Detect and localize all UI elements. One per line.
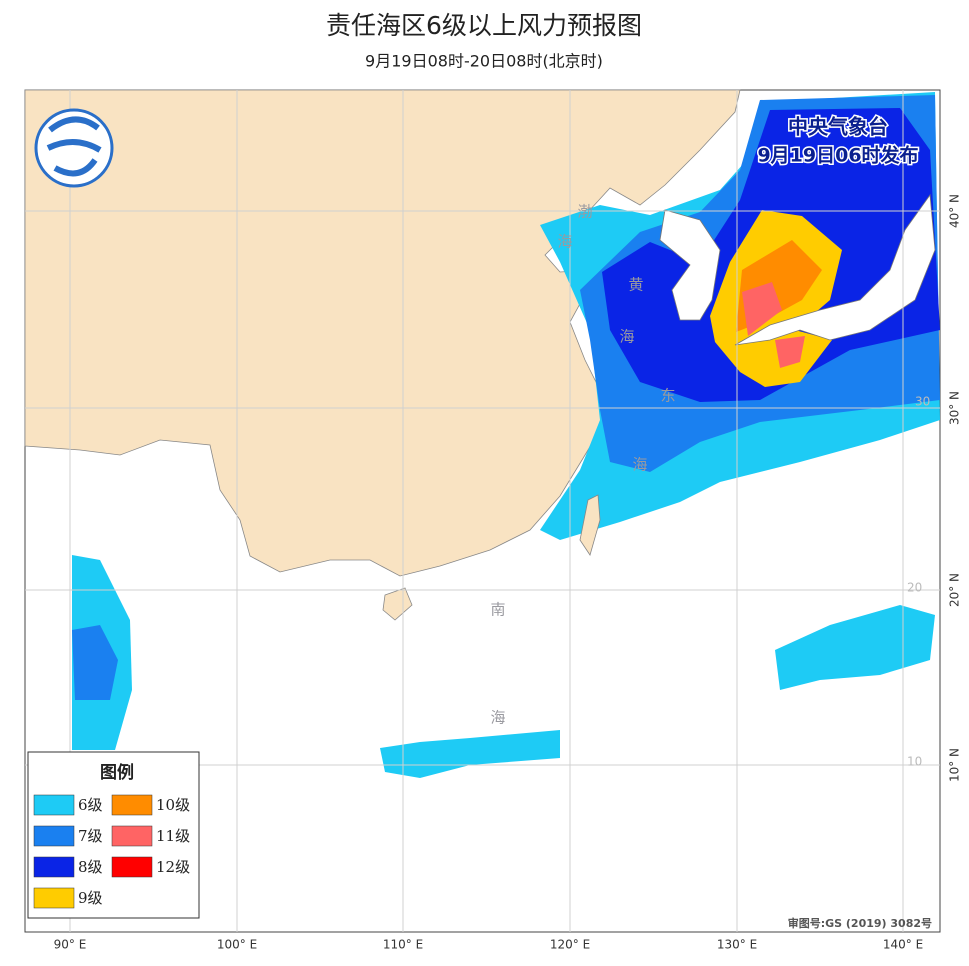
grid-label: 10 (907, 755, 922, 769)
y-axis-label: 10° N (948, 748, 962, 782)
legend-swatch (33, 887, 75, 909)
approval-number: 审图号:GS (2019) 3082号 (788, 916, 932, 930)
legend-swatch (33, 794, 75, 816)
legend-label: 10级 (156, 796, 190, 814)
grid (25, 90, 940, 932)
legend-label: 6级 (78, 796, 103, 814)
sea-label: 东 (660, 387, 675, 405)
legend-swatch (111, 856, 153, 878)
legend-title: 图例 (100, 762, 134, 783)
wind-11 (742, 282, 782, 336)
legend-label: 8级 (78, 858, 103, 876)
logo (34, 108, 114, 188)
subtitle: 9月19日08时-20日08时(北京时) (365, 52, 603, 71)
legend: 图例 6级 7级 8级 9级 10级 11级 12级 (27, 751, 200, 919)
legend-swatch (33, 856, 75, 878)
japan (734, 193, 936, 346)
korea (659, 209, 721, 321)
wind-11 (775, 336, 805, 368)
y-axis-label: 30° N (948, 391, 962, 425)
sea-label: 海 (557, 233, 572, 251)
sea-label: 黄 (628, 276, 643, 294)
issue-time: 9月19日06时发布 (757, 144, 918, 167)
sea-label: 海 (619, 328, 634, 346)
sea-label: 海 (490, 709, 505, 727)
legend-swatch (33, 825, 75, 847)
map: 渤 海 黄 海 东 海 南 海 30 20 10 中央气象台 9月19日06时发… (24, 89, 941, 933)
grid-label: 20 (907, 581, 922, 595)
x-axis-label: 90° E (54, 938, 87, 952)
x-axis-label: 120° E (550, 938, 590, 952)
issuer-name: 中央气象台 (788, 115, 888, 139)
sea-label: 渤 (577, 203, 592, 221)
y-axis-label: 20° N (948, 573, 962, 607)
sea-label: 海 (632, 456, 647, 474)
grid-label: 30 (915, 395, 930, 409)
legend-label: 7级 (78, 827, 103, 845)
sea-label: 南 (490, 601, 505, 619)
y-axis-label: 40° N (948, 194, 962, 228)
legend-swatch (111, 825, 153, 847)
legend-label: 12级 (156, 858, 190, 876)
x-axis-label: 130° E (717, 938, 757, 952)
x-axis-label: 110° E (383, 938, 423, 952)
wind-7 (72, 625, 118, 700)
title: 责任海区6级以上风力预报图 (326, 11, 642, 40)
legend-label: 9级 (78, 889, 103, 907)
x-axis-label: 140° E (883, 938, 923, 952)
wind-6 (775, 605, 935, 690)
taiwan (579, 494, 601, 556)
x-axis-label: 100° E (217, 938, 257, 952)
wind-6 (380, 730, 560, 778)
legend-swatch (111, 794, 153, 816)
legend-label: 11级 (156, 827, 190, 845)
